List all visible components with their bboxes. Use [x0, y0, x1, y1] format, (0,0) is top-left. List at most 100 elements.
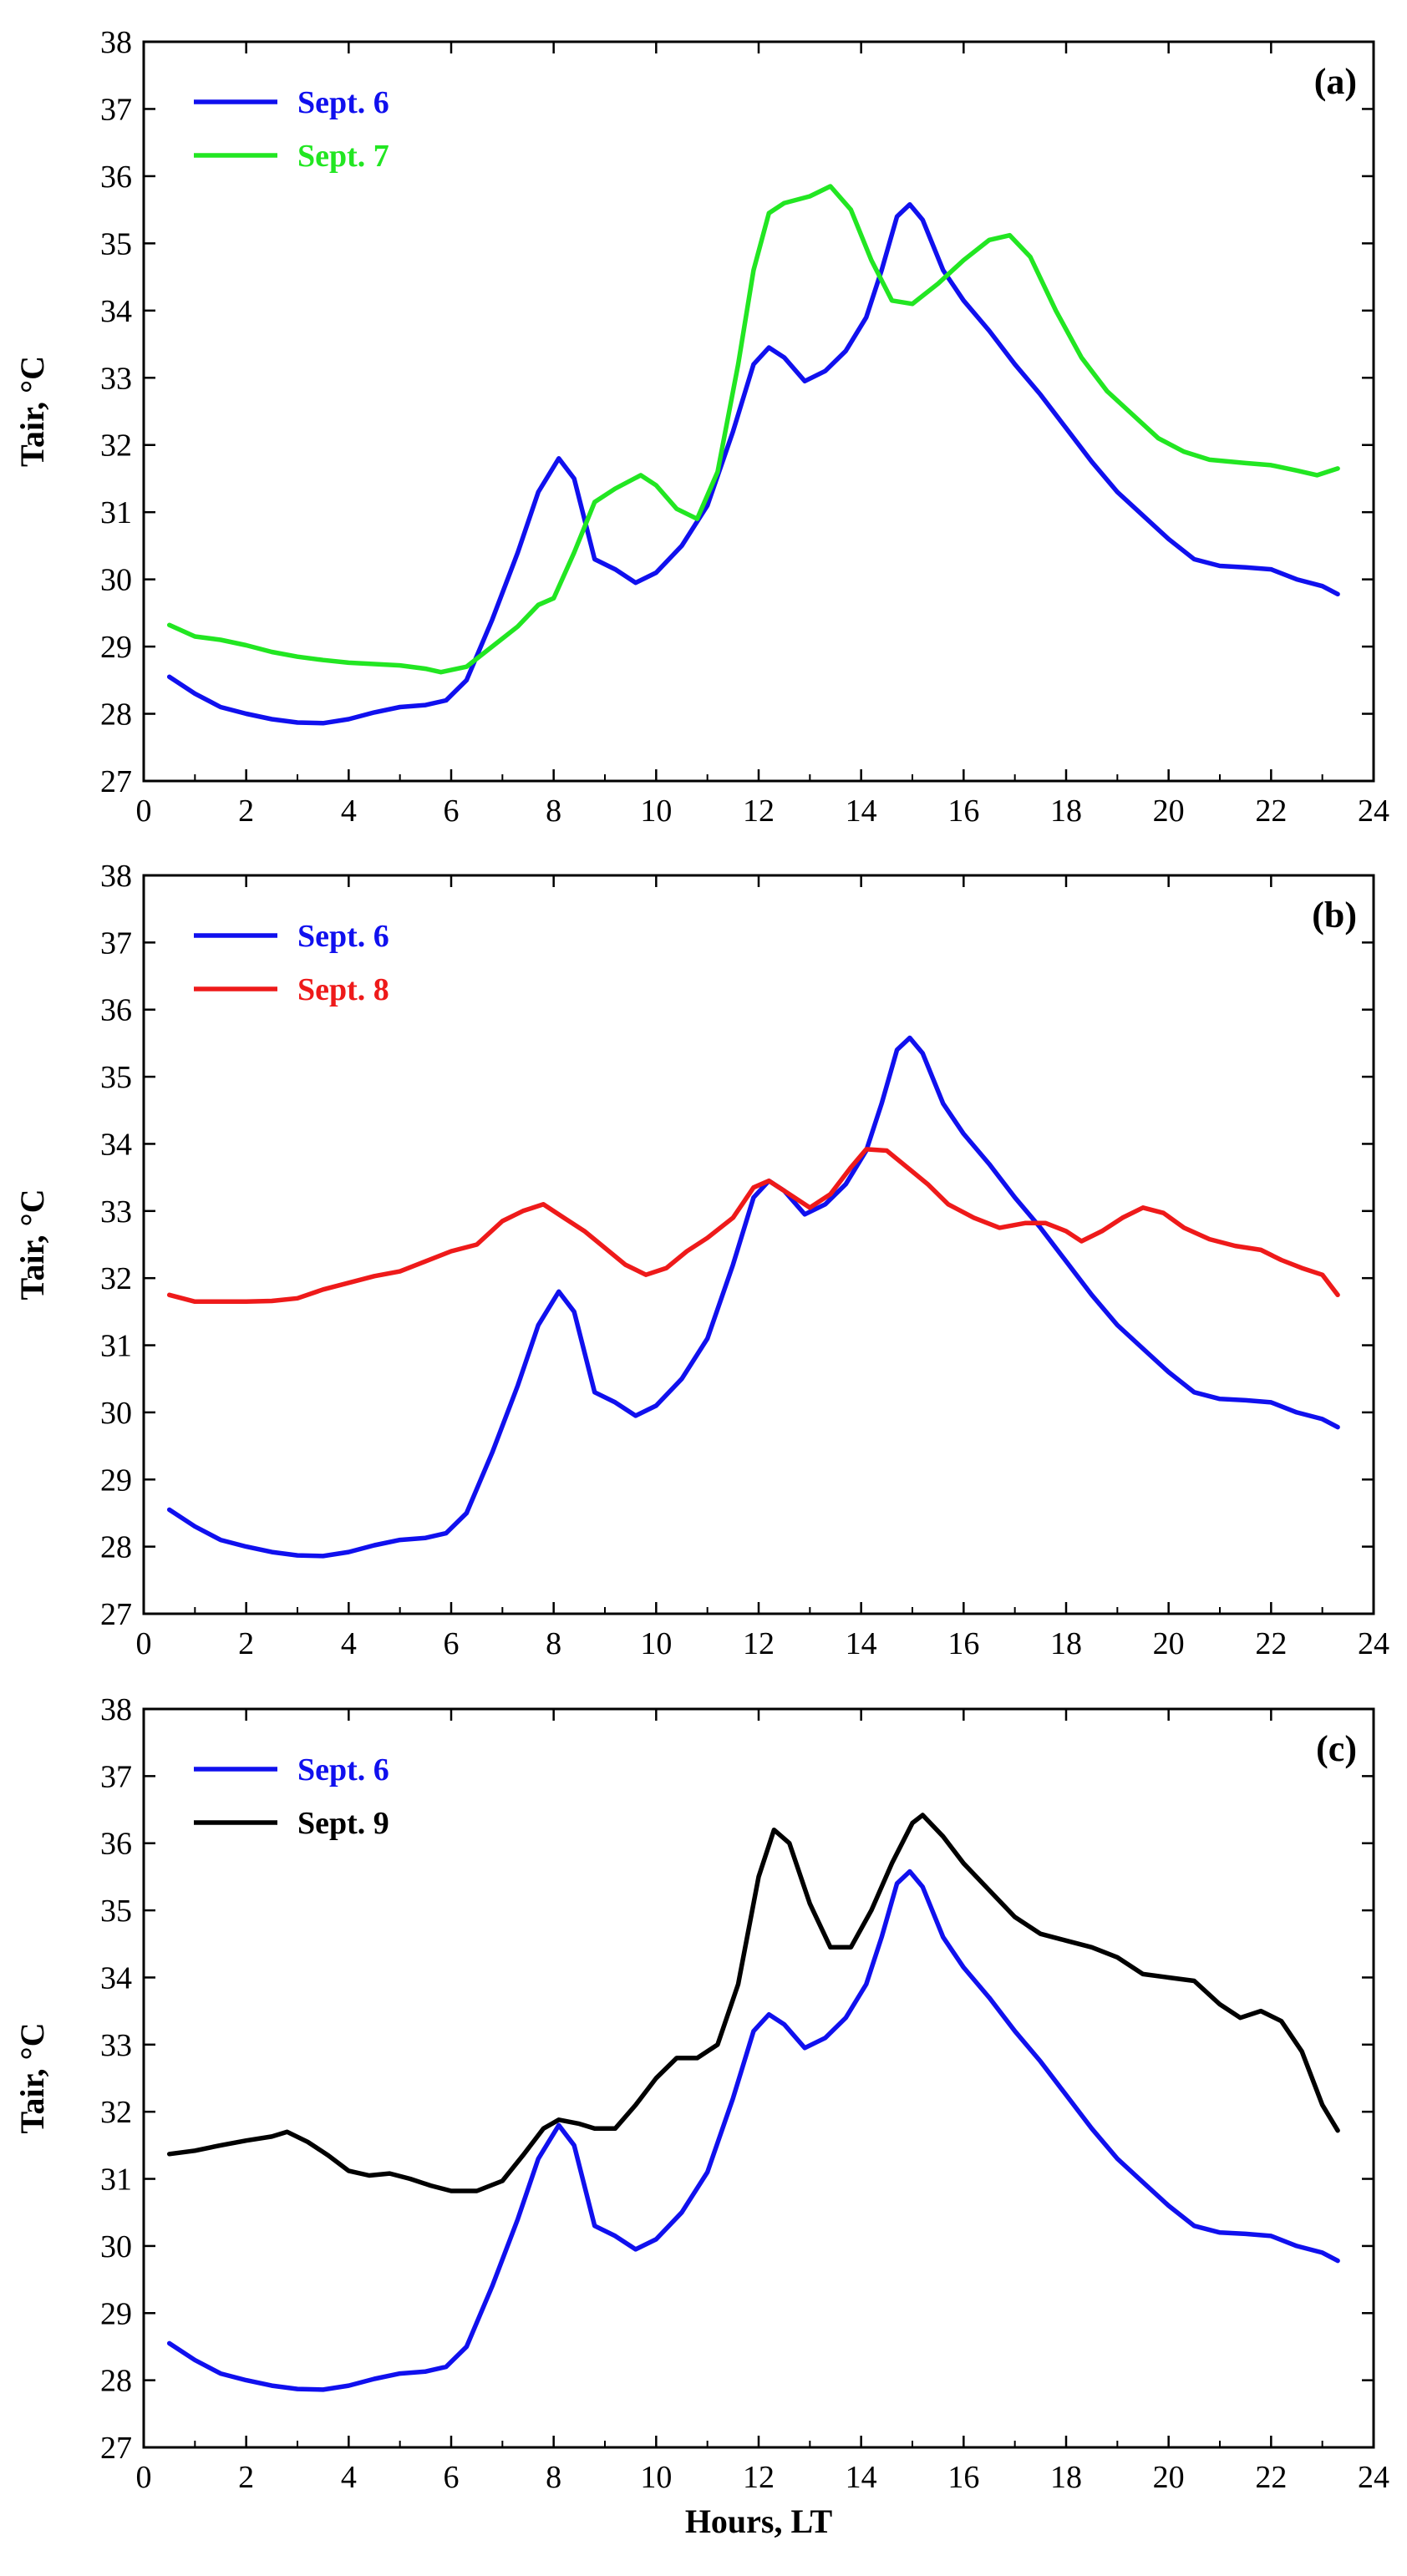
y-tick-label: 28: [100, 1530, 132, 1565]
y-tick-label: 27: [100, 2431, 132, 2466]
x-tick-label: 20: [1153, 2460, 1185, 2495]
panel-label: (b): [1312, 895, 1357, 936]
x-tick-label: 18: [1050, 794, 1082, 829]
y-tick-label: 31: [100, 495, 132, 530]
y-tick-label: 36: [100, 160, 132, 195]
x-tick-label: 4: [341, 1626, 357, 1661]
x-tick-label: 2: [238, 2460, 254, 2495]
x-tick-label: 6: [444, 794, 460, 829]
x-tick-label: 12: [743, 794, 775, 829]
chart-panel-3: 0 2 4 6 8 10 12 14 16 18 20 22 242728293031323334353…: [13, 1692, 1389, 2540]
y-tick-label: 35: [100, 226, 132, 261]
x-tick-label: 24: [1358, 2460, 1389, 2495]
x-tick-label: 16: [947, 2460, 979, 2495]
y-tick-label: 38: [100, 1692, 132, 1727]
y-axis-label: Tair, °C: [13, 356, 51, 467]
x-tick-label: 18: [1050, 2460, 1082, 2495]
x-tick-label: 10: [640, 794, 672, 829]
y-tick-label: 36: [100, 993, 132, 1028]
y-tick-label: 32: [100, 1261, 132, 1296]
x-tick-label: 20: [1153, 1626, 1185, 1661]
x-tick-label: 10: [640, 1626, 672, 1661]
x-tick-label: 4: [341, 2460, 357, 2495]
x-tick-label: 6: [444, 1626, 460, 1661]
y-axis-label-name: Tair,: [13, 1226, 51, 1300]
y-tick-label: 34: [100, 294, 132, 329]
y-tick-label: 37: [100, 925, 132, 961]
x-tick-label: 14: [846, 2460, 877, 2495]
x-tick-label: 16: [947, 1626, 979, 1661]
x-tick-label: 8: [546, 794, 561, 829]
x-tick-label: 6: [444, 2460, 460, 2495]
chart-panel-1: 0 2 4 6 8 10 12 14 16 18 20 22 242728293031323334353…: [13, 25, 1389, 829]
x-tick-label: 0: [136, 2460, 152, 2495]
y-axis-label-name: Tair,: [13, 393, 51, 467]
x-tick-label: 0: [136, 1626, 152, 1661]
y-axis-label-name: Tair,: [13, 2060, 51, 2133]
x-tick-label: 24: [1358, 1626, 1389, 1661]
chart-panel-2: 0 2 4 6 8 10 12 14 16 18 20 22 242728293031323334353…: [13, 859, 1389, 1661]
x-tick-label: 22: [1255, 1626, 1287, 1661]
y-tick-label: 33: [100, 361, 132, 396]
y-tick-label: 32: [100, 2095, 132, 2130]
x-tick-label: 24: [1358, 794, 1389, 829]
y-tick-label: 34: [100, 1960, 132, 1995]
y-axis-label-unit: °C: [13, 356, 51, 393]
y-axis-label-unit: °C: [13, 1189, 51, 1226]
legend-label-2: Sept. 8: [297, 972, 389, 1007]
x-tick-label: 8: [546, 1626, 561, 1661]
y-tick-label: 28: [100, 2364, 132, 2399]
series-line-2: [166, 1813, 1340, 2193]
x-tick-label: 10: [640, 2460, 672, 2495]
series-line-1: [166, 201, 1340, 726]
legend-label-1: Sept. 6: [297, 1752, 389, 1787]
legend-label-2: Sept. 7: [297, 139, 389, 174]
x-tick-label: 14: [846, 794, 877, 829]
x-tick-label: 18: [1050, 1626, 1082, 1661]
panel-label: (a): [1314, 61, 1357, 102]
x-tick-label: 16: [947, 794, 979, 829]
y-axis-label: Tair, °C: [13, 2022, 51, 2133]
x-tick-label: 2: [238, 1626, 254, 1661]
y-tick-label: 29: [100, 2296, 132, 2331]
x-tick-label: 0: [136, 794, 152, 829]
y-tick-label: 27: [100, 1597, 132, 1632]
y-tick-label: 29: [100, 1463, 132, 1498]
x-tick-label: 12: [743, 1626, 775, 1661]
y-tick-label: 31: [100, 2163, 132, 2198]
series-line-1: [166, 1869, 1340, 2392]
x-tick-label: 14: [846, 1626, 877, 1661]
y-tick-label: 33: [100, 2028, 132, 2063]
series-line-2: [166, 184, 1340, 675]
x-tick-label: 8: [546, 2460, 561, 2495]
y-tick-label: 33: [100, 1194, 132, 1230]
y-tick-label: 30: [100, 1396, 132, 1431]
y-tick-label: 31: [100, 1329, 132, 1364]
x-tick-label: 22: [1255, 794, 1287, 829]
x-tick-label: 2: [238, 794, 254, 829]
y-tick-label: 38: [100, 859, 132, 894]
y-axis-label: Tair, °C: [13, 1189, 51, 1300]
y-tick-label: 35: [100, 1894, 132, 1929]
x-tick-label: 20: [1153, 794, 1185, 829]
series-line-2: [166, 1147, 1340, 1305]
y-tick-label: 29: [100, 630, 132, 665]
series-line-1: [166, 1035, 1340, 1559]
y-tick-label: 37: [100, 1759, 132, 1794]
y-axis-label-unit: °C: [13, 2022, 51, 2060]
x-tick-label: 4: [341, 794, 357, 829]
y-tick-label: 30: [100, 563, 132, 598]
x-axis-label: Hours, LT: [685, 2502, 833, 2540]
y-tick-label: 38: [100, 25, 132, 60]
y-tick-label: 28: [100, 697, 132, 733]
y-tick-label: 35: [100, 1060, 132, 1095]
y-tick-label: 34: [100, 1127, 132, 1162]
legend-label-1: Sept. 6: [297, 85, 389, 120]
x-tick-label: 12: [743, 2460, 775, 2495]
panel-label: (c): [1316, 1728, 1357, 1769]
legend-label-1: Sept. 6: [297, 919, 389, 954]
x-tick-label: 22: [1255, 2460, 1287, 2495]
y-tick-label: 32: [100, 428, 132, 464]
y-tick-label: 36: [100, 1827, 132, 1862]
